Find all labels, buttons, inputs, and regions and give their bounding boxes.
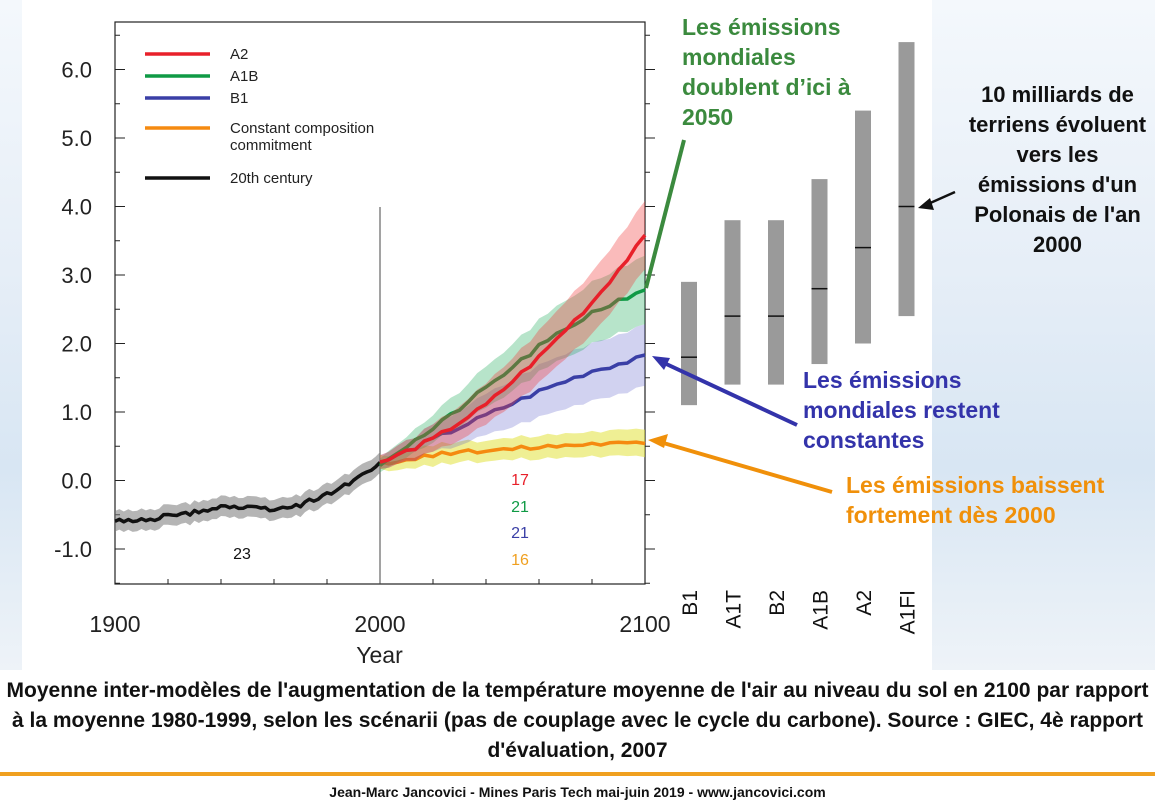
legend-label: 20th century [230, 170, 313, 187]
legend-label: A1B [230, 68, 258, 85]
footer-divider [0, 772, 1155, 776]
line-a2 [379, 233, 647, 464]
range-bar-a2 [855, 110, 871, 344]
x-tick-label: 2000 [354, 611, 405, 637]
y-tick-label: 4.0 [61, 195, 92, 220]
model-count-label: 23 [233, 546, 251, 563]
scenario-label: A1FI [897, 590, 920, 634]
model-count-label: 21 [511, 525, 529, 542]
figure-caption: Moyenne inter-modèles de l'augmentation … [6, 679, 1149, 762]
y-tick-label: 5.0 [61, 126, 92, 151]
line-a1b [378, 288, 646, 467]
arrowhead-orange [648, 434, 668, 448]
y-tick-label: 3.0 [61, 263, 92, 288]
scenario-label: A2 [853, 590, 876, 616]
annotation-black: 10 milliards de terriens évoluent vers l… [968, 82, 1147, 257]
line-constant-composition-commitment [379, 440, 646, 466]
arrow-blue [661, 360, 798, 427]
scenario-label: B1 [679, 590, 702, 616]
y-tick-label: -1.0 [54, 537, 92, 562]
range-bar-b2 [768, 220, 784, 385]
range-bar-a1t [724, 220, 741, 385]
range-bar-b1 [681, 281, 697, 406]
arrow-black [927, 190, 956, 206]
arrow-green [644, 139, 686, 289]
arrow-orange [659, 440, 833, 494]
model-count-label: 16 [511, 552, 529, 569]
x-tick-label: 2100 [619, 611, 670, 637]
legend-label: commitment [230, 137, 313, 154]
x-axis-label: Year [356, 642, 403, 668]
scenario-label: A1T [723, 590, 746, 629]
legend-label: Constant composition [230, 120, 374, 137]
warming-chart: -1.0 0.0 1.0 2.0 3.0 4.0 5.0 6.0 1900 2000 2100 Yea… [54, 21, 956, 668]
line-20th-century [114, 461, 382, 524]
y-tick-label: 0.0 [61, 469, 92, 494]
band-a2 [380, 200, 645, 469]
arrowhead-blue [652, 356, 670, 370]
annotation-orange: Les émissions baissent fortement dès 200… [846, 472, 1105, 528]
annotation-blue: Les émissions mondiales restent constant… [803, 367, 1000, 453]
y-tick-label: 2.0 [61, 332, 92, 357]
scenario-label: A1B [810, 590, 833, 630]
range-bar-a1fi [898, 42, 915, 317]
scenario-label: B2 [766, 590, 789, 616]
legend-label: A2 [230, 46, 248, 63]
range-bar-a1b [811, 179, 828, 365]
annotation-green: Les émissions mondiales doublent d’ici à… [682, 14, 851, 130]
legend-label: B1 [230, 90, 248, 107]
arrowhead-black [918, 198, 934, 210]
y-tick-label: 1.0 [61, 400, 92, 425]
y-tick-label: 6.0 [61, 58, 92, 83]
model-count-label: 17 [511, 472, 529, 489]
x-tick-label: 1900 [89, 611, 140, 637]
model-count-label: 21 [511, 499, 529, 516]
footer-credit: Jean-Marc Jancovici - Mines Paris Tech m… [329, 784, 826, 800]
